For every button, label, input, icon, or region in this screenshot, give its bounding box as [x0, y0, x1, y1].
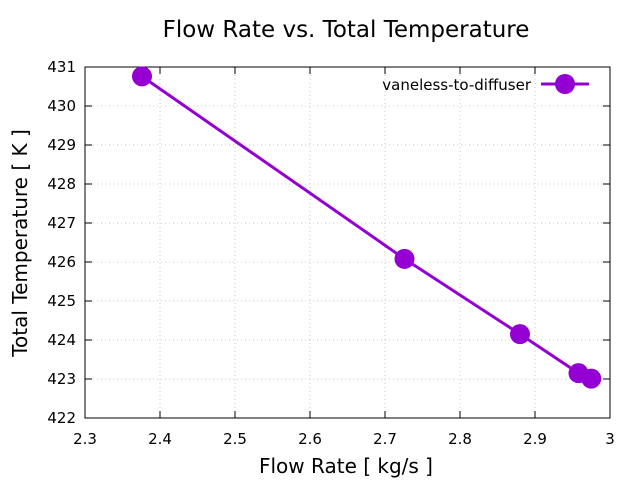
x-tick-label: 2.6: [298, 430, 322, 448]
series-layer: [132, 66, 602, 389]
x-tick-label: 2.9: [523, 430, 547, 448]
axis-ticks: 2.3 2.4 2.5 2.6 2.7 2.8 2.9 3 422 423 424 425 426 427…: [47, 58, 614, 448]
x-tick-label: 2.3: [73, 430, 97, 448]
y-tick-label: 422: [47, 409, 76, 427]
y-tick-label: 424: [47, 331, 76, 349]
x-tick-label: 2.7: [373, 430, 397, 448]
x-tick-label: 2.8: [448, 430, 472, 448]
plot-area-frame: [84, 66, 611, 419]
legend-label-vaneless-to-diffuser: vaneless-to-diffuser: [382, 76, 532, 94]
y-tick-label: 423: [47, 370, 76, 388]
chart-title: Flow Rate vs. Total Temperature: [163, 17, 530, 43]
y-tick-label: 431: [47, 58, 76, 76]
grid-lines: [85, 67, 610, 418]
y-axis-label: Total Temperature [ K ]: [8, 129, 32, 358]
x-tick-label: 3: [605, 430, 615, 448]
y-tick-label: 426: [47, 253, 76, 271]
legend-marker: [555, 74, 575, 94]
x-tick-label: 2.5: [223, 430, 247, 448]
x-tick-label: 2.4: [148, 430, 172, 448]
data-point: [394, 248, 415, 269]
y-tick-label: 429: [47, 136, 76, 154]
data-point: [510, 324, 530, 345]
data-point: [581, 368, 602, 389]
y-tick-label: 430: [47, 97, 76, 115]
x-axis-label: Flow Rate [ kg/s ]: [259, 454, 433, 478]
y-tick-label: 427: [47, 214, 76, 232]
y-tick-label: 428: [47, 175, 76, 193]
legend: vaneless-to-diffuser: [382, 74, 589, 94]
y-tick-label: 425: [47, 292, 76, 310]
data-point: [132, 66, 152, 87]
